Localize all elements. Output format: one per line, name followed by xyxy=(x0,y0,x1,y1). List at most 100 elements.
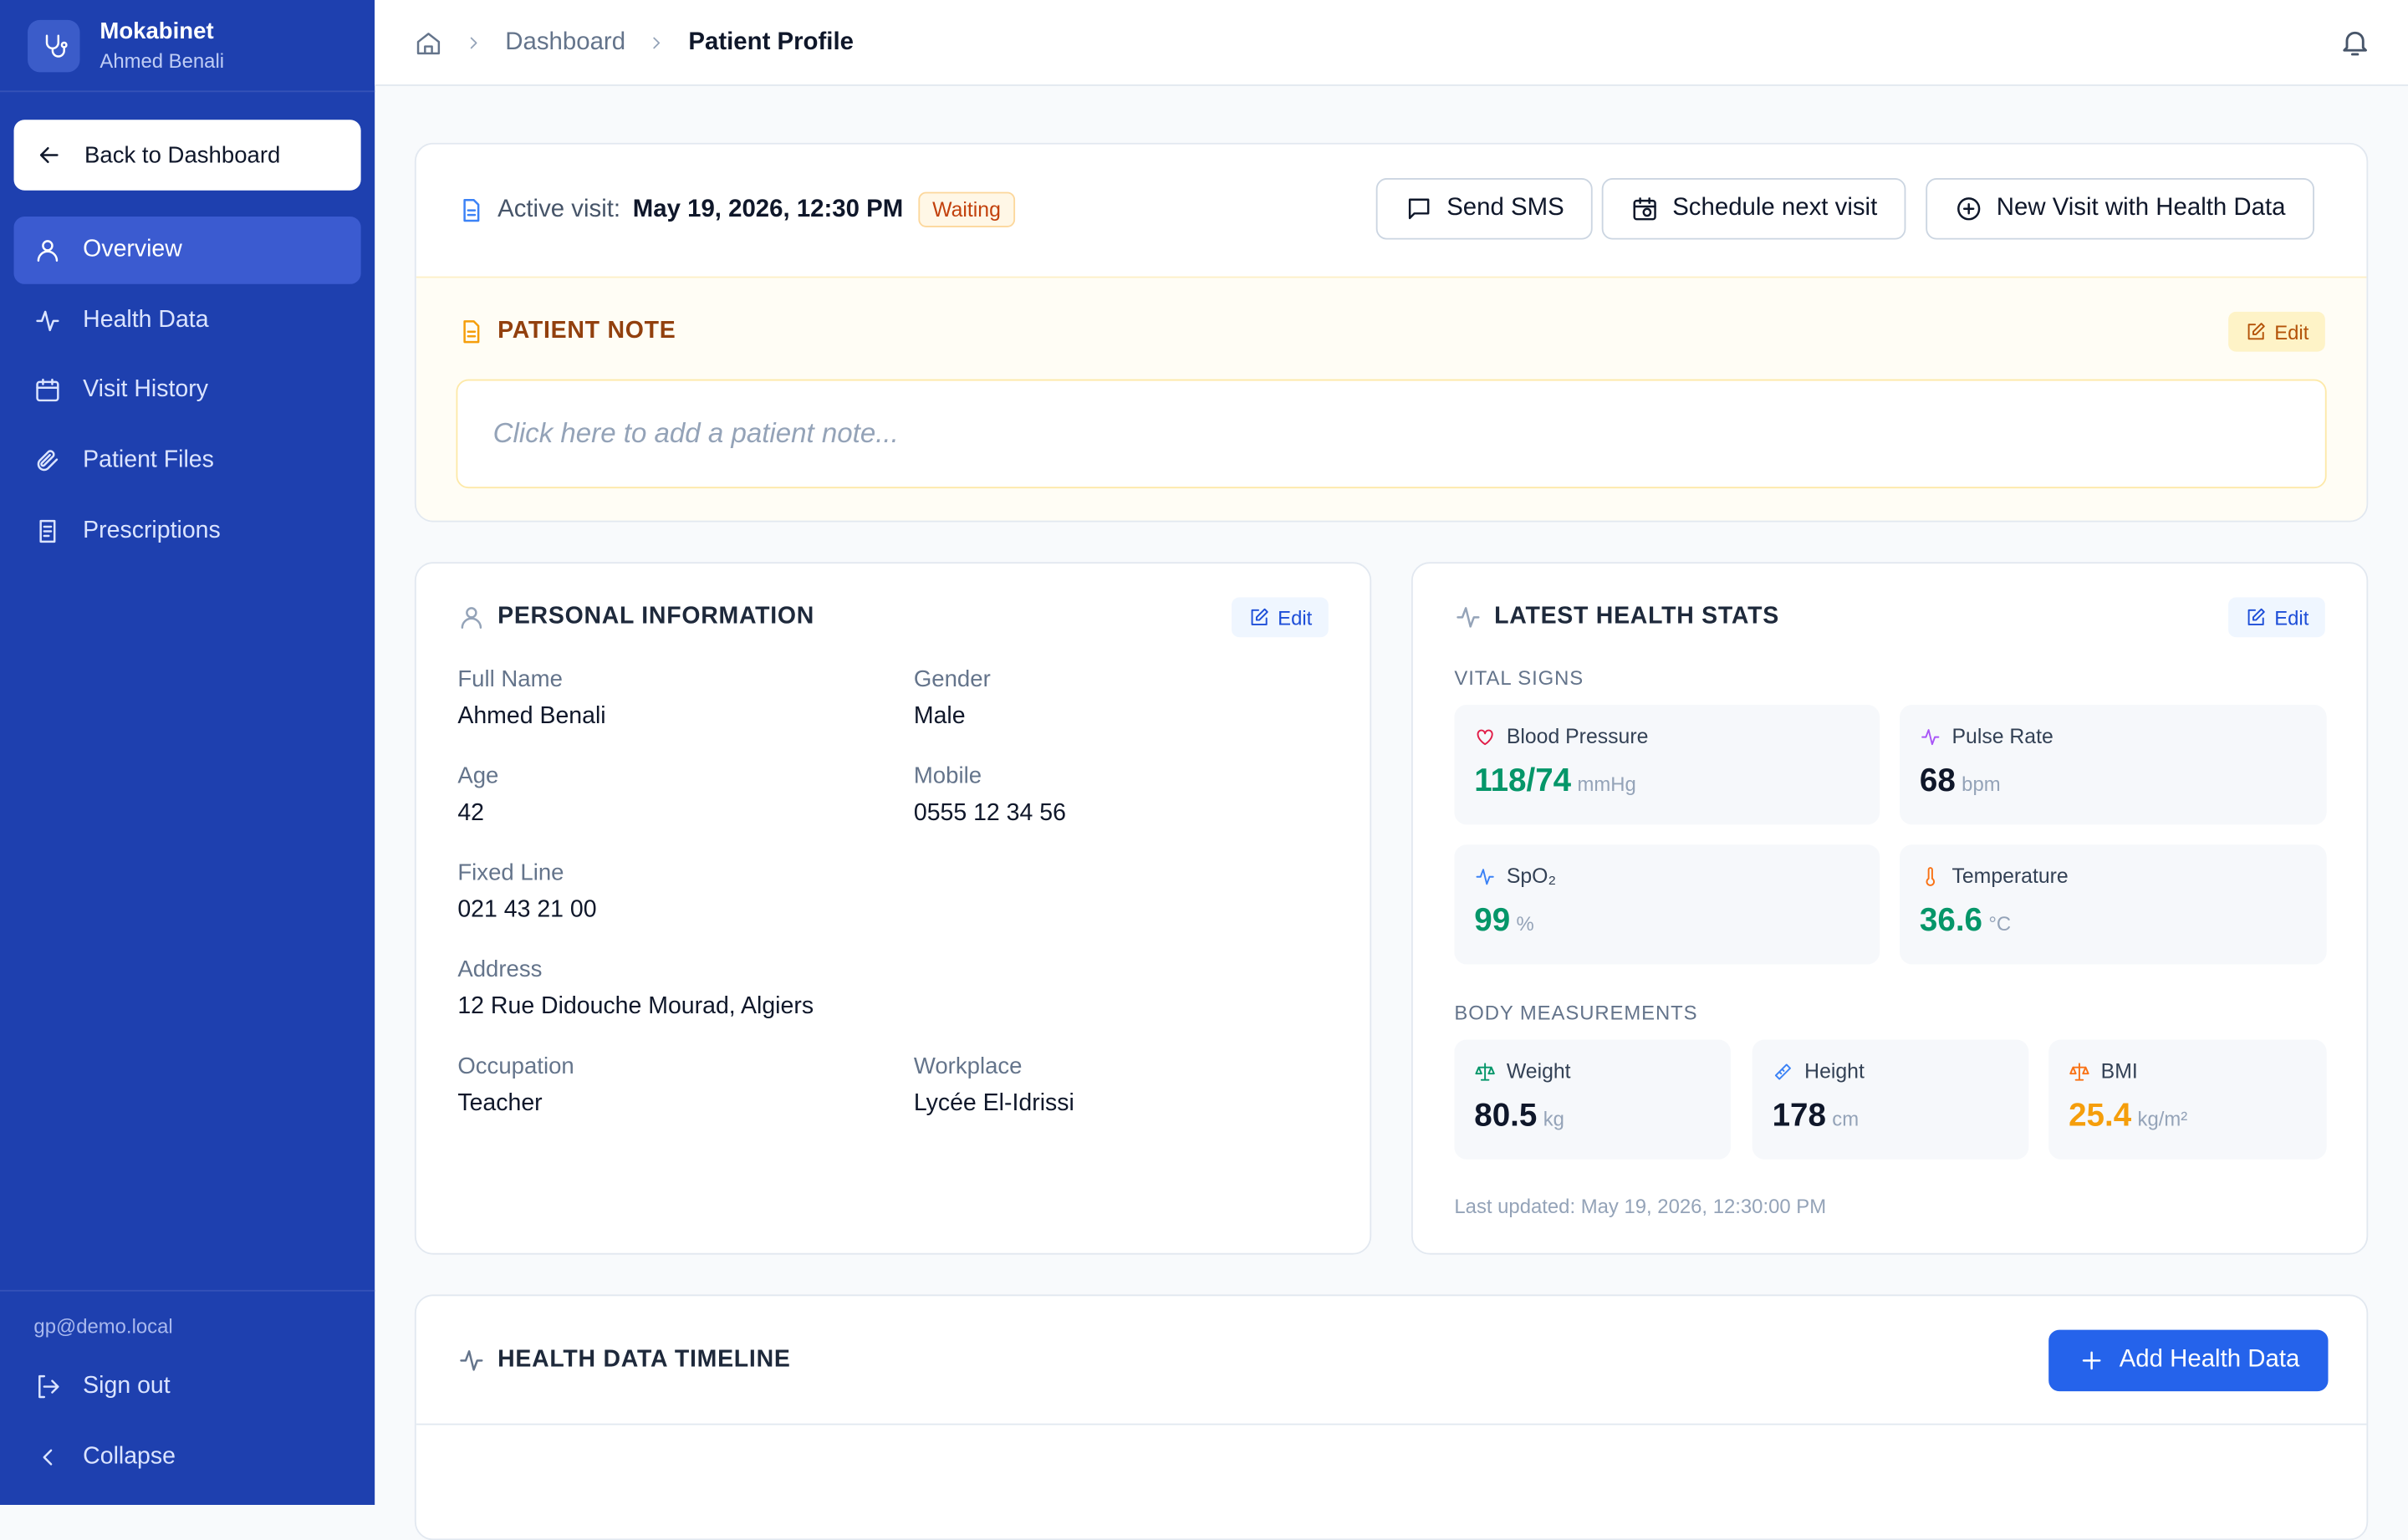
edit-label: Edit xyxy=(1278,605,1313,630)
stat-unit: °C xyxy=(1988,912,2012,936)
home-icon[interactable] xyxy=(415,28,442,56)
element xyxy=(1457,607,1480,628)
nav-item[interactable]: Health Data xyxy=(14,287,361,354)
icon xyxy=(1477,728,1493,745)
element xyxy=(470,36,477,48)
icon xyxy=(39,147,59,164)
element xyxy=(1926,866,1936,885)
health-edit[interactable]: Edit xyxy=(2228,597,2326,638)
icon xyxy=(1475,1062,1495,1080)
field: Address 12 Rue Didouche Mourad, Algiers xyxy=(457,956,814,1021)
stat-card: Pulse Rate 68 bpm xyxy=(1900,705,2327,825)
element xyxy=(1957,197,1981,221)
sign-out[interactable]: Sign out xyxy=(14,1353,361,1420)
app-name: Mokabinet xyxy=(99,18,214,45)
icon xyxy=(2069,1062,2089,1080)
nav-label: Patient Files xyxy=(83,446,214,473)
icon xyxy=(461,607,482,630)
collapse[interactable]: Collapse xyxy=(14,1424,361,1492)
sign-out-label: Sign out xyxy=(83,1373,171,1400)
button-label: Schedule next visit xyxy=(1672,195,1878,222)
icon xyxy=(45,33,68,57)
element xyxy=(1408,198,1430,220)
stat-value: 36.6 xyxy=(1919,903,1982,939)
element xyxy=(1921,728,1940,745)
nav-label: Prescriptions xyxy=(83,517,221,544)
personal-title: PERSONAL INFORMATION xyxy=(497,603,815,630)
field: Mobile 0555 12 34 56 xyxy=(914,763,1066,828)
icon xyxy=(1957,197,1981,221)
element xyxy=(36,380,59,402)
nav-item[interactable]: Prescriptions xyxy=(14,497,361,565)
section-title: BODY MEASUREMENTS xyxy=(1454,1001,1698,1025)
visit-card: Active visit: May 19, 2026, 12:30 PM Wai… xyxy=(414,142,2369,523)
button-label: New Visit with Health Data xyxy=(1996,195,2286,222)
element: Mokabinet Ahmed Benali xyxy=(99,18,224,72)
stat-card: Height 178 cm xyxy=(1752,1039,2029,1160)
note-input[interactable]: Click here to add a patient note... xyxy=(456,379,2327,489)
personal-edit[interactable]: Edit xyxy=(1232,597,1329,638)
element xyxy=(43,1449,53,1466)
icon xyxy=(1476,868,1494,885)
icon xyxy=(653,36,661,48)
breadcrumb-link[interactable]: Dashboard xyxy=(505,28,626,55)
icon xyxy=(37,240,59,263)
stat-unit: cm xyxy=(1832,1107,1860,1130)
icon xyxy=(460,1350,483,1371)
personal-header: PERSONAL INFORMATION xyxy=(457,604,814,631)
element xyxy=(37,450,59,472)
stat-value: 25.4 xyxy=(2069,1098,2132,1134)
icon xyxy=(463,320,480,344)
field-value: 0555 12 34 56 xyxy=(913,799,1066,827)
field-label: Address xyxy=(457,956,543,983)
nav-item[interactable]: Patient Files xyxy=(14,427,361,495)
icon xyxy=(36,310,59,332)
field-value: Teacher xyxy=(457,1090,543,1117)
field-value: 021 43 21 00 xyxy=(457,896,597,923)
field: Full Name Ahmed Benali xyxy=(457,666,605,731)
field-label: Gender xyxy=(913,666,991,693)
field-value: Lycée El-Idrissi xyxy=(913,1090,1074,1117)
element xyxy=(463,320,480,344)
stat-label: Pulse Rate xyxy=(1951,724,2053,748)
send-sms-button[interactable]: Send SMS xyxy=(1375,178,1594,240)
element xyxy=(461,617,482,630)
element xyxy=(2247,323,2265,340)
element xyxy=(39,147,59,164)
add-health-button[interactable]: Add Health Data xyxy=(2048,1329,2329,1392)
icon xyxy=(1251,608,1268,625)
element xyxy=(45,33,65,57)
new-visit-button[interactable]: New Visit with Health Data xyxy=(1926,178,2315,240)
element: 68 bpm xyxy=(1920,763,2001,800)
schedule-button[interactable]: Schedule next visit xyxy=(1601,178,1907,240)
back-button[interactable]: Back to Dashboard xyxy=(13,120,361,191)
element: 178 cm xyxy=(1773,1098,1860,1135)
note-edit[interactable]: Edit xyxy=(2228,311,2326,352)
element: 36.6 °C xyxy=(1920,903,2011,940)
field: Workplace Lycée El-Idrissi xyxy=(914,1053,1074,1118)
notifications[interactable] xyxy=(2339,26,2371,59)
field: Fixed Line 021 43 21 00 xyxy=(457,860,596,925)
nav-item[interactable]: Overview xyxy=(13,216,361,284)
element xyxy=(37,250,59,263)
nav-item[interactable]: Visit History xyxy=(14,356,361,424)
field-label: Fixed Line xyxy=(457,859,564,886)
element: Pulse Rate xyxy=(1920,724,2053,748)
sidebar: Mokabinet Ahmed Benali Back to Dashboard … xyxy=(0,0,375,1506)
element: 25.4 kg/m² xyxy=(2069,1098,2187,1135)
element xyxy=(38,1374,59,1399)
icon xyxy=(1633,197,1656,221)
element xyxy=(466,607,477,619)
element xyxy=(1774,1063,1791,1079)
field-value: 12 Rue Didouche Mourad, Algiers xyxy=(457,993,814,1020)
icon xyxy=(1926,866,1936,885)
element xyxy=(1633,197,1656,208)
icon xyxy=(43,1449,53,1466)
element xyxy=(460,1350,483,1371)
visit-status: Waiting xyxy=(918,191,1015,227)
nav-label: Health Data xyxy=(83,307,209,334)
breadcrumb-current: Patient Profile xyxy=(688,28,854,55)
element xyxy=(2247,608,2265,625)
health-card: LATEST HEALTH STATS Edit VITAL SIGNS Blo… xyxy=(1411,562,2369,1255)
